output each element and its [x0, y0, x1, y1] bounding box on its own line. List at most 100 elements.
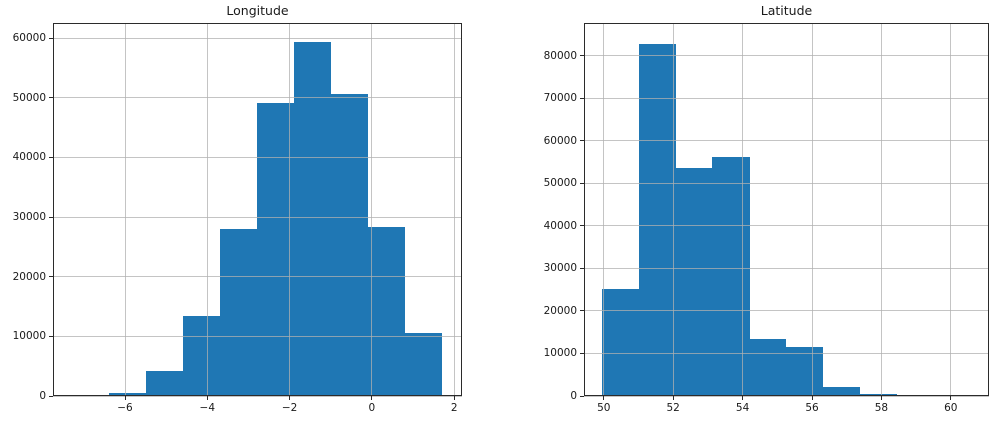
y-tick-mark: [49, 335, 53, 337]
y-tick-mark: [580, 55, 584, 57]
y-tick-label: 20000: [543, 304, 577, 317]
subplot-latitude: Latitude 50 52 54 56 58 60 0 10000 20000 30000 400…: [544, 3, 989, 414]
y-gridline: [53, 276, 462, 278]
y-tick-mark: [580, 352, 584, 354]
y-gridline: [584, 395, 989, 397]
y-gridline: [584, 310, 989, 312]
y-gridline: [584, 182, 989, 184]
y-tick-mark: [49, 37, 53, 39]
x-tick-label: 50: [597, 402, 611, 414]
x-gridline: [289, 23, 291, 396]
subplot-longitude: Longitude −6 −4 −2 0 2 0 10000 20000 30000 40000 5…: [13, 3, 462, 414]
x-tick-label: −4: [199, 402, 216, 414]
histogram-bar: [145, 370, 183, 396]
histogram-bar: [256, 102, 294, 396]
x-gridline: [950, 23, 952, 396]
y-tick-mark: [49, 156, 53, 158]
y-gridline: [53, 37, 462, 39]
y-tick-label: 0: [570, 390, 577, 402]
histogram-bar: [712, 157, 750, 396]
x-tick-label: 0: [368, 402, 376, 414]
histogram-bar: [330, 93, 368, 396]
x-tick-label: 54: [735, 402, 750, 414]
y-tick-label: 50000: [543, 177, 577, 190]
x-tick-label: 60: [944, 402, 958, 414]
y-tick-label: 20000: [12, 270, 46, 283]
x-tick-mark: [206, 396, 208, 400]
y-gridline: [584, 267, 989, 269]
y-tick-mark: [580, 182, 584, 184]
y-tick-label: 50000: [12, 91, 46, 104]
y-tick-label: 60000: [12, 32, 46, 45]
y-tick-label: 70000: [543, 92, 577, 105]
y-gridline: [584, 55, 989, 57]
x-gridline: [371, 23, 373, 396]
y-gridline: [53, 97, 462, 99]
histogram-bar: [749, 339, 787, 396]
x-tick-mark: [453, 396, 455, 400]
y-tick-label: 30000: [543, 262, 577, 275]
latitude-axes-area: 50 52 54 56 58 60 0 10000 20000 30000 40000 50000 60…: [544, 23, 989, 414]
longitude-axes-area: −6 −4 −2 0 2 0 10000 20000 30000 40000 50000 60000: [13, 23, 462, 414]
x-gridline: [742, 23, 744, 396]
y-tick-label: 0: [39, 390, 46, 402]
y-tick-mark: [580, 97, 584, 99]
x-tick-mark: [742, 396, 744, 400]
x-tick-label: 56: [805, 402, 819, 414]
y-tick-mark: [580, 395, 584, 397]
y-tick-mark: [49, 97, 53, 99]
y-gridline: [53, 335, 462, 337]
histogram-bar: [182, 316, 220, 396]
y-gridline: [53, 216, 462, 218]
histogram-bar: [638, 43, 676, 396]
x-gridline: [206, 23, 208, 396]
y-tick-label: 80000: [543, 49, 577, 62]
y-gridline: [584, 140, 989, 142]
histogram-bar: [602, 289, 639, 396]
y-tick-label: 40000: [543, 219, 577, 232]
y-tick-mark: [49, 216, 53, 218]
x-tick-mark: [880, 396, 882, 400]
x-gridline: [124, 23, 126, 396]
y-tick-label: 30000: [12, 211, 46, 224]
y-gridline: [584, 352, 989, 354]
histogram-bar: [108, 393, 146, 396]
y-tick-mark: [580, 225, 584, 227]
y-tick-label: 60000: [543, 134, 577, 147]
histogram-bar: [786, 346, 824, 396]
x-tick-mark: [371, 396, 373, 400]
y-tick-label: 40000: [12, 151, 46, 164]
y-tick-label: 10000: [12, 330, 46, 343]
histogram-bar: [404, 332, 442, 396]
y-tick-mark: [580, 140, 584, 142]
y-tick-mark: [580, 267, 584, 269]
histogram-bar: [293, 42, 331, 396]
x-tick-mark: [672, 396, 674, 400]
y-tick-label: 10000: [543, 347, 577, 360]
histogram-bar: [219, 229, 257, 396]
x-gridline: [672, 23, 674, 396]
histogram-bar: [675, 168, 713, 396]
x-tick-label: 52: [666, 402, 680, 414]
x-tick-label: −6: [117, 402, 133, 414]
x-gridline: [453, 23, 455, 396]
y-gridline: [53, 156, 462, 158]
x-tick-mark: [289, 396, 291, 400]
latitude-plot-title: Latitude: [760, 3, 813, 18]
histogram-bar: [367, 226, 405, 396]
x-tick-mark: [811, 396, 813, 400]
x-gridline: [880, 23, 882, 396]
x-tick-label: −2: [281, 402, 298, 414]
longitude-plot-title: Longitude: [226, 3, 289, 18]
x-gridline: [603, 23, 605, 396]
histogram-bar: [859, 393, 897, 396]
y-tick-mark: [49, 395, 53, 397]
x-gridline: [811, 23, 813, 396]
y-gridline: [584, 225, 989, 227]
histogram-bar: [823, 387, 860, 396]
y-tick-mark: [580, 310, 584, 312]
x-tick-label: 58: [874, 402, 889, 414]
y-tick-mark: [49, 276, 53, 278]
x-tick-mark: [124, 396, 126, 400]
